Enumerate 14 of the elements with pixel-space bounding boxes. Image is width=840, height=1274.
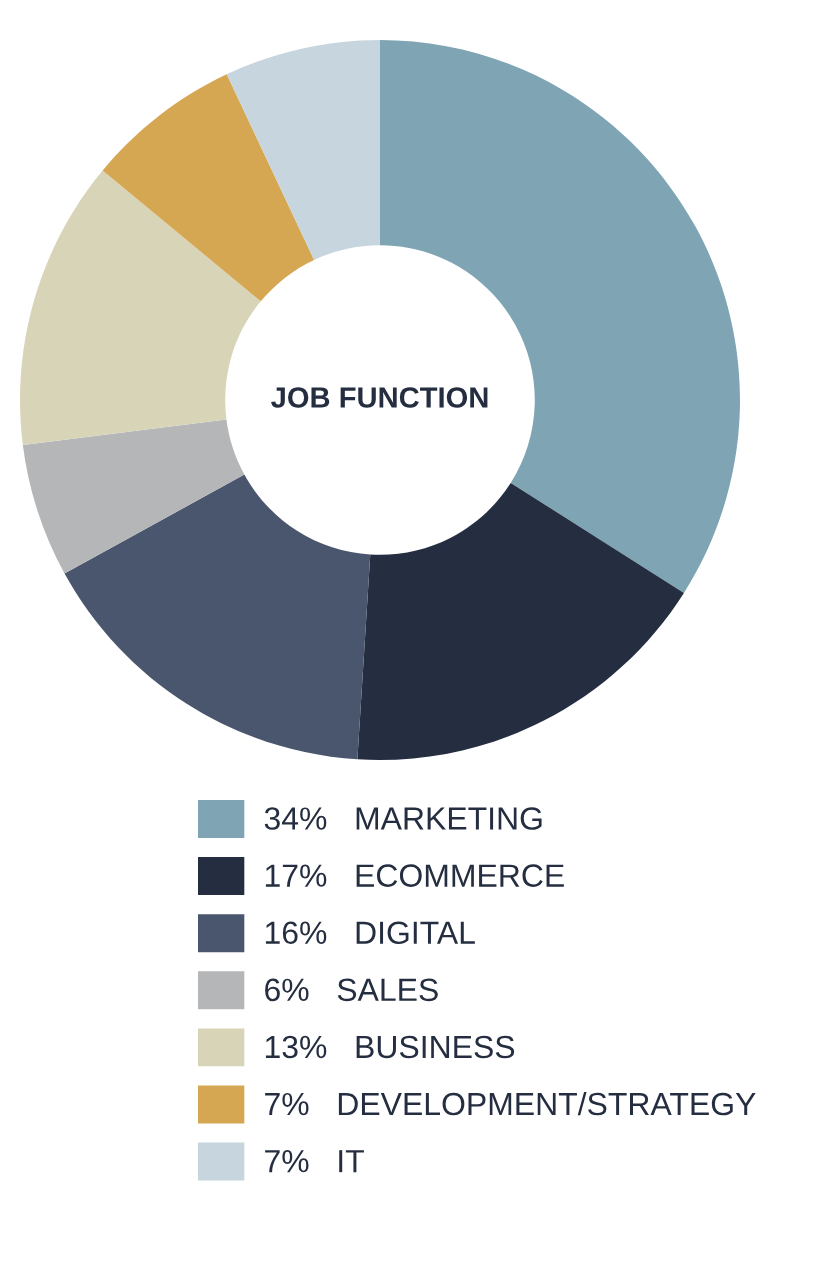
legend-label: 6% SALES (265, 978, 438, 1002)
donut-slice (64, 474, 371, 760)
donut-slice (102, 74, 315, 302)
legend-label: 17% ECOMMERCE (265, 864, 564, 887)
legend-label: 16% DIGITAL (265, 921, 475, 945)
donut-slice (357, 482, 684, 760)
legend-label: 34% MARKETING (264, 807, 542, 830)
legend-label: 13% BUSINESS (265, 1035, 515, 1059)
donut-slice (20, 170, 261, 446)
donut-slice (226, 40, 380, 260)
legend-label: 7% IT (265, 1149, 364, 1173)
donut-slice (22, 419, 245, 574)
text: JOB FUNCTION (271, 387, 488, 408)
legend-label: 7% DEVELOPMENT/STRATEGY (265, 1091, 756, 1116)
